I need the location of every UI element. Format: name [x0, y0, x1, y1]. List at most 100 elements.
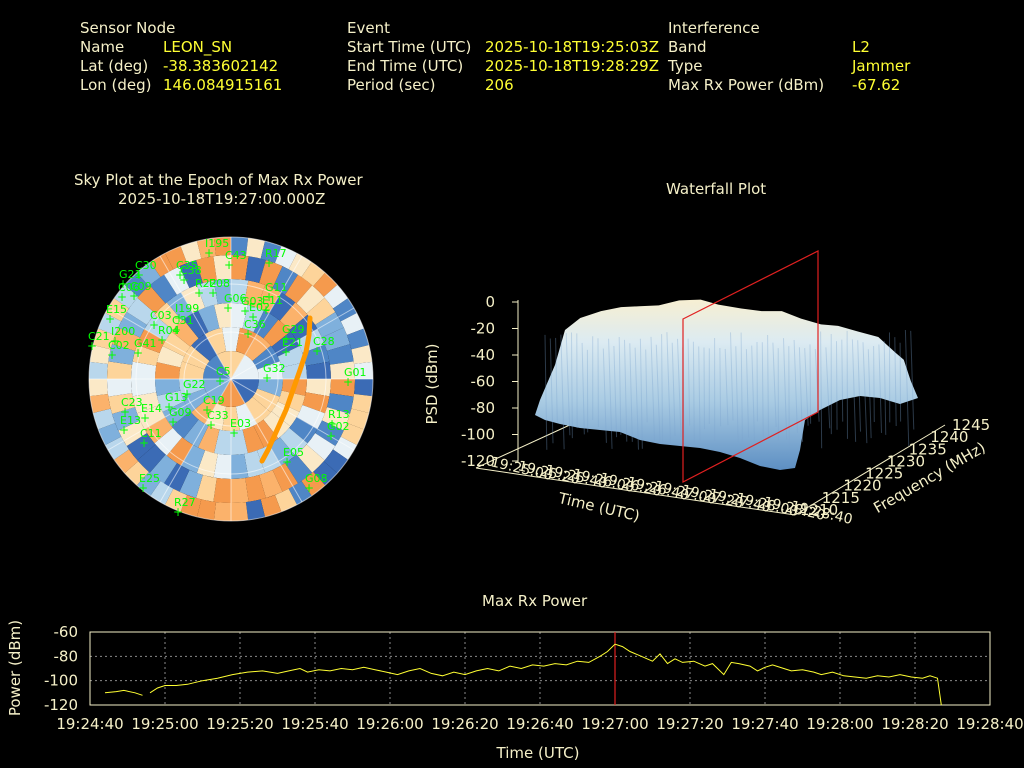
skyplot-cell	[181, 285, 206, 314]
skyplot-cell	[196, 474, 217, 502]
skyplot-cell	[198, 425, 220, 454]
skyplot-satellite: +G02	[326, 420, 350, 443]
skyplot-cell	[252, 388, 280, 413]
skyplot-cell	[244, 280, 266, 308]
satellite-label: C06	[118, 281, 140, 294]
skyplot-cell	[326, 344, 354, 365]
skyplot-satellite: +C19	[202, 394, 225, 417]
satellite-label: E03	[230, 417, 251, 430]
interference-power-label: Max Rx Power (dBm)	[668, 76, 825, 94]
satellite-marker: +	[133, 346, 143, 360]
skyplot-cell	[231, 379, 259, 404]
skyplot-spoke	[230, 378, 303, 503]
skyplot-cell	[162, 401, 191, 427]
satellite-label: C23	[121, 396, 143, 409]
skyplot-cell	[245, 474, 266, 502]
skyplot-cell	[191, 333, 217, 362]
skyplot-cell	[329, 361, 355, 379]
waterfall-title: Waterfall Plot	[666, 180, 767, 198]
satellite-marker: +	[264, 290, 274, 304]
event-heading: Event	[347, 19, 390, 37]
skyplot-cell	[171, 411, 199, 439]
satellite-marker: +	[173, 505, 183, 519]
power-chart-x-tick-label: 19:28:00	[806, 715, 873, 733]
skyplot-cell	[212, 502, 231, 521]
skyplot-cell	[245, 396, 271, 425]
satellite-label: G03	[241, 295, 264, 308]
skyplot-cell	[279, 427, 308, 456]
skyplot-cell	[155, 379, 181, 396]
skyplot-cell	[112, 327, 141, 351]
skyplot-cell	[259, 469, 283, 498]
skyplot-cell	[321, 407, 350, 431]
skyplot-cell	[154, 427, 183, 456]
skyplot-cell	[149, 274, 177, 304]
satellite-label: G09	[169, 406, 192, 419]
power-chart-x-tick-label: 19:28:40	[956, 715, 1023, 733]
waterfall-streak	[618, 336, 622, 435]
skyplot-cell	[156, 346, 185, 368]
event-end-value: 2025-10-18T19:28:29Z	[485, 57, 659, 75]
skyplot-cell	[253, 310, 279, 339]
skyplot-cell	[245, 333, 271, 362]
skyplot-satellite: +E11	[261, 294, 283, 317]
event-period-label: Period (sec)	[347, 76, 436, 94]
skyplot-satellite: +C36	[243, 318, 266, 341]
satellite-label: C5	[216, 365, 231, 378]
power-chart-series-line	[104, 689, 143, 696]
skyplot-cell	[126, 297, 156, 325]
power-chart-title: Max Rx Power	[482, 592, 588, 610]
skyplot-cell	[252, 345, 280, 370]
satellite-marker: +	[139, 436, 149, 450]
sensor-heading: Sensor Node	[80, 19, 176, 37]
waterfall-streak	[809, 344, 812, 424]
power-chart-y-tick-label: -120	[44, 696, 78, 714]
skyplot-satellite: +G06	[223, 292, 247, 315]
skyplot-cell	[202, 354, 231, 379]
skyplot-spoke	[159, 378, 232, 503]
skyplot-satellite: +R13	[327, 408, 350, 431]
satellite-label: I199	[175, 302, 199, 315]
skyplot-satellite: +C31	[171, 314, 194, 337]
waterfall-streak	[862, 342, 868, 444]
satellite-marker: +	[312, 344, 322, 358]
satellite-marker: +	[140, 411, 150, 425]
satellite-marker: +	[149, 318, 159, 332]
skyplot-cell	[214, 303, 231, 329]
satellite-label: G32	[263, 362, 286, 375]
skyplot-spoke	[107, 307, 232, 380]
skyplot-satellite: +C23	[120, 396, 143, 419]
skyplot-cell	[244, 450, 266, 478]
skyplot-satellite: +I200	[110, 325, 135, 348]
satellite-label: G02	[327, 420, 350, 433]
satellite-marker: +	[194, 286, 204, 300]
skyplot-cell	[285, 454, 313, 484]
skyplot-spoke	[230, 378, 355, 451]
skyplot-satellite: +E21	[281, 336, 303, 359]
waterfall-streak	[666, 332, 672, 445]
waterfall-z-tick-label: -120	[461, 452, 495, 470]
waterfall-streak	[634, 347, 639, 450]
event-period-value: 206	[485, 76, 514, 94]
waterfall-streak	[904, 330, 910, 447]
power-chart-x-tick-label: 19:27:40	[731, 715, 798, 733]
skyplot-cell	[179, 260, 203, 289]
skyplot-cell	[132, 392, 160, 414]
skyplot-cell	[137, 444, 166, 473]
satellite-marker: +	[174, 311, 184, 325]
skyplot-cell	[155, 362, 181, 379]
waterfall-freq-tick-label: 1245	[952, 416, 990, 434]
satellite-marker: +	[262, 371, 272, 385]
power-chart-x-tick-label: 19:24:40	[56, 715, 123, 733]
power-chart-frame	[89, 631, 991, 706]
skyplot-cell	[132, 344, 160, 366]
satellite-marker: +	[129, 289, 139, 303]
waterfall-streak	[671, 342, 676, 437]
interference-band-label: Band	[668, 38, 707, 56]
satellite-marker: +	[240, 304, 250, 318]
skyplot-satellite: +C30	[134, 259, 157, 282]
skyplot-cell	[144, 417, 173, 444]
power-chart-x-tick-label: 19:25:40	[281, 715, 348, 733]
skyplot-satellite: +E02	[248, 301, 270, 324]
